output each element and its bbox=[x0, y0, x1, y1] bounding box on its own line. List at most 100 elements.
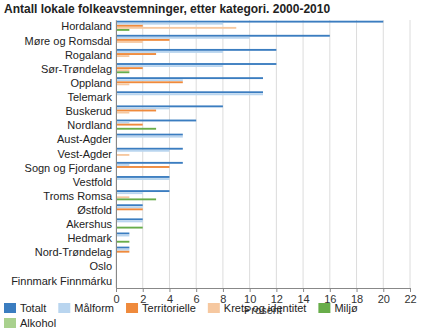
legend-item: Territorielle bbox=[126, 302, 196, 314]
tick-mark bbox=[303, 288, 304, 292]
tick-mark bbox=[410, 288, 411, 292]
bar bbox=[116, 241, 129, 243]
bar bbox=[116, 233, 129, 235]
bar bbox=[116, 69, 129, 71]
tick: 20 bbox=[378, 288, 390, 305]
bar bbox=[116, 93, 263, 95]
category-label: Hedmark bbox=[67, 232, 112, 244]
bar bbox=[116, 83, 129, 85]
plot: 0246810121416182022HordalandMøre og Roms… bbox=[11, 20, 416, 305]
tick-mark bbox=[250, 288, 251, 292]
bar bbox=[116, 23, 223, 25]
bar bbox=[116, 65, 223, 67]
legend-item: Alkohol bbox=[4, 317, 56, 329]
category-label: Østfold bbox=[77, 204, 112, 216]
bar bbox=[116, 251, 129, 253]
legend-swatch bbox=[126, 303, 138, 313]
axis-line bbox=[117, 289, 411, 293]
bar bbox=[116, 81, 183, 83]
tick: Nord-Trøndelag bbox=[35, 246, 116, 258]
bar bbox=[116, 227, 143, 229]
legend-label: Målform bbox=[74, 302, 114, 314]
tick: Oslo bbox=[89, 260, 116, 272]
bars bbox=[116, 21, 383, 253]
tick: Sør-Trøndelag bbox=[41, 63, 116, 75]
title: Antall lokale folkeavstemninger, etter k… bbox=[4, 2, 330, 16]
tick: Nordland bbox=[67, 119, 116, 131]
tick: 0 bbox=[113, 288, 119, 305]
category-label: Oppland bbox=[70, 77, 112, 89]
category-label: Nordland bbox=[67, 119, 112, 131]
bar bbox=[116, 235, 129, 237]
category-label: Akershus bbox=[66, 218, 112, 230]
legend-swatch bbox=[4, 318, 16, 328]
grid-line bbox=[329, 20, 330, 288]
category-label: Telemark bbox=[67, 91, 112, 103]
category-label: Troms Romsa bbox=[43, 190, 113, 202]
category-label: Sør-Trøndelag bbox=[41, 63, 112, 75]
grid-line bbox=[222, 20, 223, 288]
category-label: Hordaland bbox=[61, 20, 112, 32]
bar bbox=[116, 178, 169, 180]
bar bbox=[116, 63, 276, 65]
tick: Hedmark bbox=[67, 232, 116, 244]
bar bbox=[116, 190, 169, 192]
bar bbox=[116, 39, 169, 41]
bar bbox=[116, 196, 129, 198]
bar bbox=[116, 134, 183, 136]
bar bbox=[116, 77, 263, 79]
tick: Sogn og Fjordane bbox=[25, 162, 116, 174]
legend-item: Totalt bbox=[4, 302, 46, 314]
bar bbox=[116, 107, 169, 109]
tick-mark bbox=[116, 288, 117, 292]
tick-label: 20 bbox=[378, 293, 390, 305]
category-label: Vest-Agder bbox=[58, 148, 113, 160]
grid-line bbox=[116, 20, 117, 288]
grid-line bbox=[142, 20, 143, 288]
grid-line bbox=[196, 20, 197, 288]
legend: Totalt Målform Territorielle Krets og ident… bbox=[4, 302, 358, 329]
grid-line bbox=[169, 20, 170, 288]
bar bbox=[116, 206, 143, 208]
category-label: Oslo bbox=[89, 260, 112, 272]
legend-label: Miljø bbox=[334, 302, 357, 314]
tick: Vest-Agder bbox=[58, 148, 116, 160]
bar bbox=[116, 67, 143, 69]
bar bbox=[116, 105, 223, 107]
bar bbox=[116, 166, 169, 168]
legend-item: Krets og identitet bbox=[208, 302, 307, 314]
tick: Oppland bbox=[70, 77, 116, 89]
grid-line bbox=[249, 20, 250, 288]
bar bbox=[116, 112, 129, 114]
bar bbox=[116, 208, 143, 210]
bar bbox=[116, 220, 143, 222]
grid-line bbox=[356, 20, 357, 288]
grid-line bbox=[383, 20, 384, 288]
tick: Aust-Agder bbox=[57, 133, 116, 145]
tick-mark bbox=[383, 288, 384, 292]
bar bbox=[116, 124, 143, 126]
tick: Møre og Romsdal bbox=[25, 35, 116, 47]
legend-item: Målform bbox=[58, 302, 114, 314]
legend-swatch bbox=[4, 303, 16, 313]
bar bbox=[116, 53, 156, 55]
chart: Antall lokale folkeavstemninger, etter k… bbox=[0, 0, 423, 334]
bar bbox=[116, 37, 250, 39]
grid-line bbox=[410, 20, 411, 288]
bar bbox=[116, 154, 129, 156]
legend-swatch bbox=[318, 303, 330, 313]
tick: Rogaland bbox=[65, 49, 116, 61]
bar bbox=[116, 198, 156, 200]
category-label: Sogn og Fjordane bbox=[25, 162, 112, 174]
bar bbox=[116, 49, 276, 51]
y-axis: Hordaland Møre og Romsdal Rogaland Sør-Trøn… bbox=[11, 20, 116, 288]
category-label: Finnmark Finnmárku bbox=[11, 275, 112, 287]
grid bbox=[116, 20, 410, 288]
bar bbox=[116, 176, 169, 178]
category-label: Møre og Romsdal bbox=[25, 35, 112, 47]
grid-line bbox=[276, 20, 277, 288]
axis-line bbox=[116, 21, 117, 289]
category-label: Buskerud bbox=[66, 105, 112, 117]
tick: Troms Romsa bbox=[43, 190, 116, 202]
bar bbox=[116, 41, 143, 43]
